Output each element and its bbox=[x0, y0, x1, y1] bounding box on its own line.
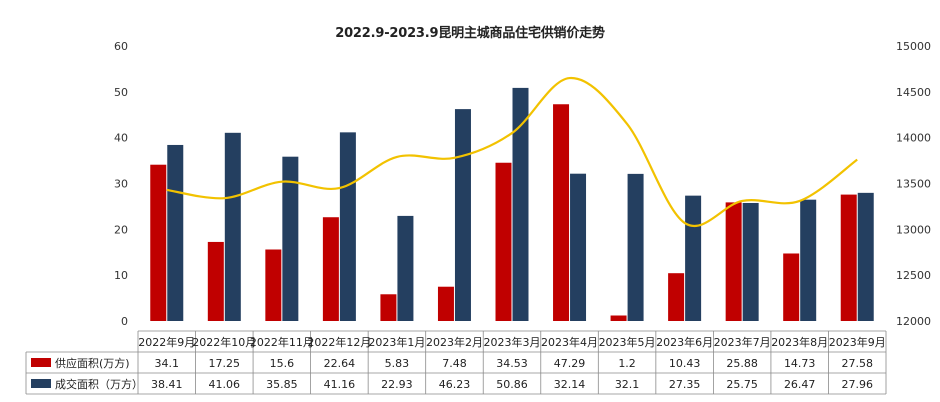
left-axis: 0 10 20 30 40 50 60 bbox=[114, 40, 128, 328]
data-value: 14.73 bbox=[784, 357, 816, 370]
data-value: 41.06 bbox=[209, 378, 241, 391]
data-value: 34.53 bbox=[496, 357, 528, 370]
bar-series bbox=[150, 87, 874, 322]
left-tick-label: 60 bbox=[114, 40, 128, 53]
data-value: 32.1 bbox=[615, 378, 640, 391]
category-label: 2023年7月 bbox=[714, 335, 771, 349]
data-value: 47.29 bbox=[554, 357, 586, 370]
data-value: 22.93 bbox=[381, 378, 413, 391]
category-label: 2023年4月 bbox=[541, 335, 598, 349]
data-value: 32.14 bbox=[554, 378, 586, 391]
sales-bar bbox=[339, 132, 356, 321]
supply-bar bbox=[207, 241, 224, 321]
data-value: 27.96 bbox=[841, 378, 873, 391]
supply-bar bbox=[725, 202, 742, 321]
chart-title: 2022.9-2023.9昆明主城商品住宅供销价走势 bbox=[335, 26, 605, 41]
supply-bar bbox=[380, 294, 397, 321]
category-label: 2023年5月 bbox=[599, 335, 656, 349]
price-line bbox=[166, 76, 858, 227]
supply-bar bbox=[150, 164, 167, 321]
left-tick-label: 50 bbox=[114, 86, 128, 99]
data-value: 34.1 bbox=[155, 357, 180, 370]
supply-bar bbox=[783, 253, 800, 321]
sales-bar bbox=[397, 215, 414, 321]
right-tick-label: 15000 bbox=[896, 40, 931, 53]
right-tick-label: 13000 bbox=[896, 223, 931, 236]
sales-bar bbox=[857, 192, 874, 321]
left-tick-label: 30 bbox=[114, 178, 128, 191]
sales-bar bbox=[685, 195, 702, 321]
left-tick-label: 0 bbox=[121, 315, 128, 328]
data-value: 46.23 bbox=[439, 378, 471, 391]
category-label: 2022年12月 bbox=[307, 335, 371, 349]
supply-bar bbox=[322, 217, 339, 321]
category-label: 2022年11月 bbox=[250, 335, 314, 349]
sales-bar bbox=[224, 132, 241, 321]
left-tick-label: 10 bbox=[114, 269, 128, 282]
data-value: 27.35 bbox=[669, 378, 701, 391]
data-value: 41.16 bbox=[324, 378, 356, 391]
right-axis: 12000 12500 13000 13500 14000 14500 15000 bbox=[896, 40, 931, 328]
data-value: 35.85 bbox=[266, 378, 298, 391]
data-value: 25.88 bbox=[726, 357, 758, 370]
sales-bar bbox=[800, 199, 817, 321]
data-value: 27.58 bbox=[841, 357, 873, 370]
sales-bar bbox=[167, 144, 184, 321]
data-value: 17.25 bbox=[209, 357, 241, 370]
sales-bar bbox=[454, 109, 471, 321]
legend-label: 成交面积（万方） bbox=[55, 377, 143, 391]
supply-bar bbox=[840, 194, 857, 321]
right-tick-label: 14500 bbox=[896, 86, 931, 99]
category-label: 2023年1月 bbox=[368, 335, 425, 349]
data-value: 5.83 bbox=[385, 357, 410, 370]
data-value: 10.43 bbox=[669, 357, 701, 370]
category-label: 2023年8月 bbox=[771, 335, 828, 349]
supply-bar bbox=[265, 249, 282, 321]
category-label: 2023年6月 bbox=[656, 335, 713, 349]
right-tick-label: 12500 bbox=[896, 269, 931, 282]
left-tick-label: 40 bbox=[114, 132, 128, 145]
data-value: 26.47 bbox=[784, 378, 816, 391]
right-tick-label: 13500 bbox=[896, 178, 931, 191]
category-label: 2023年2月 bbox=[426, 335, 483, 349]
left-tick-label: 20 bbox=[114, 223, 128, 236]
supply-bar bbox=[495, 162, 512, 321]
data-value: 15.6 bbox=[270, 357, 295, 370]
data-value: 38.41 bbox=[151, 378, 183, 391]
data-value: 50.86 bbox=[496, 378, 528, 391]
supply-bar bbox=[610, 315, 627, 321]
sales-bar bbox=[282, 156, 299, 321]
data-value: 7.48 bbox=[442, 357, 467, 370]
sales-bar bbox=[742, 202, 759, 321]
legend-label: 供应面积(万方) bbox=[55, 356, 130, 370]
category-label: 2023年9月 bbox=[829, 335, 886, 349]
category-label: 2022年9月 bbox=[138, 335, 195, 349]
sales-bar bbox=[627, 173, 644, 321]
legend-swatch bbox=[31, 379, 51, 388]
category-label: 2023年3月 bbox=[484, 335, 541, 349]
right-tick-label: 12000 bbox=[896, 315, 931, 328]
data-value: 25.75 bbox=[726, 378, 758, 391]
right-tick-label: 14000 bbox=[896, 132, 931, 145]
price-line-path bbox=[166, 76, 858, 227]
sales-bar bbox=[512, 87, 529, 322]
sales-bar bbox=[570, 173, 587, 321]
data-value: 22.64 bbox=[324, 357, 356, 370]
legend-swatch bbox=[31, 358, 51, 367]
supply-bar bbox=[668, 273, 685, 321]
category-label: 2022年10月 bbox=[192, 335, 256, 349]
supply-bar bbox=[437, 286, 454, 321]
data-value: 1.2 bbox=[618, 357, 636, 370]
supply-bar bbox=[553, 104, 570, 321]
